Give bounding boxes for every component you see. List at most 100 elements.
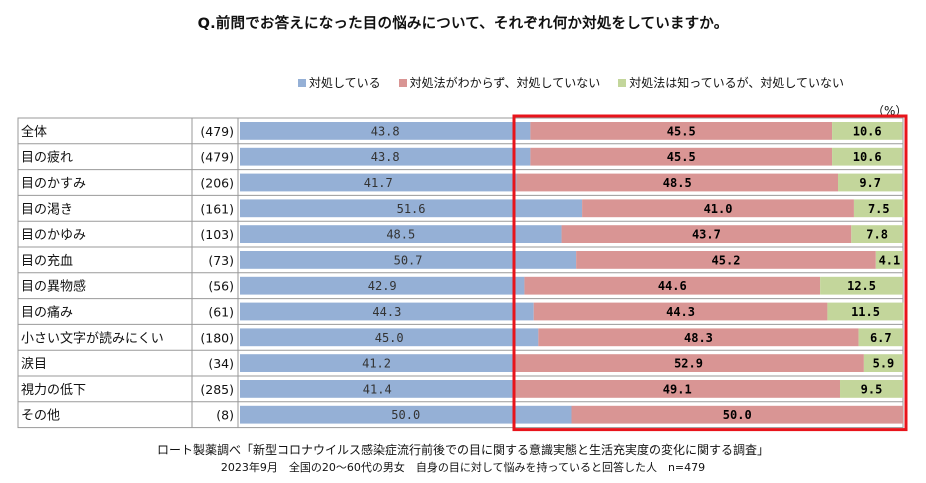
data-label-series-1: 45.0 — [375, 331, 404, 345]
data-label-series-1: 43.8 — [371, 124, 400, 138]
bar-segment-series-1 — [240, 225, 562, 243]
bar-segment-series-2 — [538, 328, 859, 347]
data-label-series-3: 10.6 — [853, 124, 882, 138]
bar-segment-series-3 — [863, 354, 903, 372]
bar-segment-series-3 — [820, 276, 903, 295]
data-label-series-2: 45.5 — [667, 124, 696, 138]
data-label-series-3: 10.6 — [853, 150, 882, 164]
category-label: 目のかすみ — [21, 177, 86, 192]
bar-segment-series-1 — [240, 405, 572, 424]
source-note: ロート製薬調べ「新型コロナウイルス感染症流行前後での目に関する意識実態と生活充実… — [156, 443, 769, 457]
sample-count-label: (34) — [208, 356, 234, 371]
category-label: 目の痛み — [21, 305, 73, 321]
data-label-series-3: 7.8 — [866, 228, 888, 242]
bar-segment-series-2 — [524, 276, 821, 295]
data-label-series-2: 48.5 — [663, 176, 692, 190]
sample-count-label: (161) — [200, 201, 234, 216]
data-label-series-1: 44.3 — [372, 305, 401, 319]
bar-segment-series-2 — [533, 302, 828, 321]
data-label-series-3: 7.5 — [868, 202, 890, 216]
data-label-series-2: 45.2 — [712, 253, 741, 267]
data-label-series-3: 6.7 — [870, 331, 892, 345]
bar-segment-series-1 — [240, 354, 514, 372]
data-label-series-2: 52.9 — [674, 357, 703, 371]
sample-count-label: (8) — [216, 408, 234, 423]
category-label: 目の疲れ — [21, 150, 73, 166]
sample-count-label: (73) — [208, 253, 234, 268]
bar-segment-series-2 — [516, 173, 839, 192]
legend-item-known-not-handled: 対処法は知っているが、対処していない — [618, 74, 844, 91]
data-label-series-2: 45.5 — [667, 150, 696, 164]
bar-segment-series-1 — [240, 276, 525, 295]
bar-segment-series-2 — [571, 405, 903, 424]
bar-segment-series-1 — [240, 147, 531, 166]
bar-segment-series-2 — [561, 225, 852, 243]
highlight-box — [512, 114, 908, 432]
bar-segment-series-3 — [838, 173, 903, 192]
data-label-series-1: 41.4 — [363, 382, 392, 396]
data-label-series-1: 48.5 — [386, 228, 415, 242]
category-label: 全体 — [21, 124, 47, 140]
data-label-series-3: 4.1 — [879, 253, 901, 267]
sample-count-label: (180) — [200, 330, 234, 345]
survey-note: 2023年9月 全国の20～60代の男女 自身の目に対して悩みを持っていると回答… — [220, 461, 706, 474]
sample-count-label: (103) — [200, 227, 234, 242]
sample-count-label: (61) — [208, 305, 234, 320]
legend-swatch-known-not-handled — [618, 78, 627, 87]
sample-count-label: (56) — [208, 279, 234, 294]
legend: 対処している 対処法がわからず、対処していない 対処法は知っているが、対処してい… — [298, 74, 844, 91]
bar-segment-series-3 — [827, 302, 904, 321]
sample-count-label: (479) — [200, 124, 234, 139]
data-label-series-2: 44.3 — [666, 305, 695, 319]
category-label: その他 — [21, 409, 60, 424]
legend-label-handled: 対処している — [309, 76, 381, 90]
data-label-series-3: 12.5 — [847, 279, 876, 293]
sample-count-label: (479) — [200, 150, 234, 165]
data-label-series-1: 51.6 — [397, 202, 426, 216]
bar-segment-series-2 — [576, 251, 876, 269]
bar-segment-series-1 — [240, 328, 539, 347]
data-label-series-1: 50.7 — [394, 253, 423, 267]
bar-segment-series-2 — [514, 380, 841, 398]
chart-title: Q.前問でお答えになった目の悩みについて、それぞれ何か対処をしていますか。 — [197, 16, 729, 32]
data-label-series-3: 5.9 — [873, 357, 895, 371]
legend-label-known-not-handled: 対処法は知っているが、対処していない — [629, 76, 845, 90]
bar-segment-series-1 — [240, 380, 515, 398]
bar-segment-series-2 — [513, 354, 864, 372]
bar-segment-series-3 — [858, 328, 903, 347]
bar-segment-series-2 — [530, 122, 833, 140]
category-label: 目の充血 — [21, 253, 73, 269]
legend-swatch-handled — [298, 78, 306, 87]
category-label: 視力の低下 — [21, 383, 86, 398]
bar-segment-series-1 — [240, 199, 583, 218]
legend-swatch-unknown-method — [398, 78, 407, 87]
category-label: 目のかゆみ — [21, 228, 86, 243]
data-label-series-2: 41.0 — [704, 202, 733, 216]
bar-segment-series-3 — [832, 147, 903, 166]
bar-segment-series-3 — [853, 199, 904, 218]
bar-segment-series-3 — [851, 225, 903, 243]
data-label-series-2: 50.0 — [723, 408, 752, 422]
data-label-series-2: 48.3 — [684, 331, 713, 345]
sample-count-label: (285) — [200, 382, 234, 397]
legend-label-unknown-method: 対処法がわからず、対処していない — [409, 76, 601, 90]
bar-segment-series-1 — [240, 122, 531, 140]
data-label-series-3: 9.7 — [859, 176, 881, 190]
bar-segment-series-3 — [840, 380, 903, 398]
category-label: 涙目 — [21, 356, 47, 372]
data-label-series-1: 41.2 — [362, 357, 391, 371]
category-label: 小さい文字が読みにくい — [21, 330, 164, 346]
bar-segment-series-3 — [875, 251, 903, 269]
data-label-series-1: 43.8 — [371, 150, 400, 164]
bar-segment-series-2 — [582, 199, 854, 218]
data-label-series-1: 41.7 — [364, 176, 393, 190]
bar-segment-series-1 — [240, 251, 577, 269]
sample-count-label: (206) — [200, 176, 234, 191]
legend-item-unknown-method: 対処法がわからず、対処していない — [398, 74, 601, 91]
data-label-series-2: 49.1 — [663, 382, 692, 396]
data-label-series-3: 11.5 — [851, 305, 880, 319]
bar-segment-series-1 — [240, 173, 517, 192]
data-label-series-1: 42.9 — [368, 279, 397, 293]
bar-segment-series-2 — [530, 147, 833, 166]
bar-segment-series-3 — [832, 122, 903, 140]
